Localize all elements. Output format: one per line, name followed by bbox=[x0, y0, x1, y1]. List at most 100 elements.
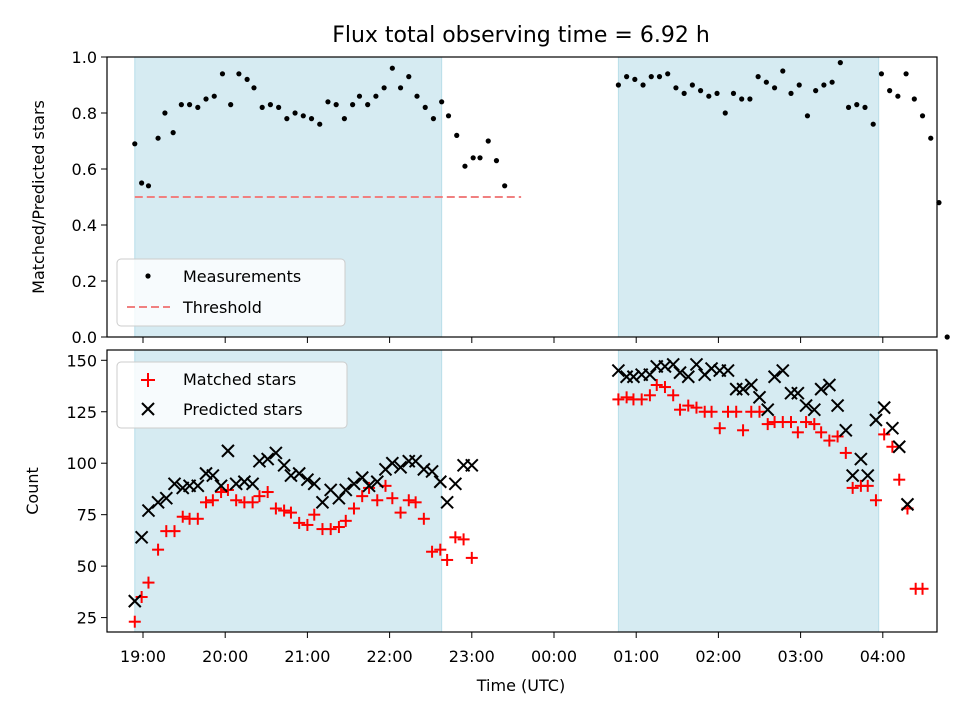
top-y-tick-label: 0.2 bbox=[72, 272, 97, 291]
predicted-star-point bbox=[744, 378, 758, 392]
measurement-point bbox=[911, 96, 917, 102]
matched-star-point bbox=[246, 496, 259, 509]
measurement-point bbox=[763, 79, 769, 85]
matched-star-point bbox=[386, 492, 399, 505]
matched-star-point bbox=[191, 512, 204, 525]
legend-matched-marker bbox=[141, 373, 155, 387]
measurement-point bbox=[681, 90, 687, 96]
measurement-point bbox=[244, 76, 250, 82]
predicted-star-point bbox=[206, 468, 220, 483]
predicted-star-point bbox=[151, 495, 165, 510]
measurement-point bbox=[739, 96, 745, 102]
predicted-star-point bbox=[658, 359, 672, 374]
matched-star-point bbox=[253, 490, 266, 503]
predicted-star-point bbox=[830, 398, 845, 413]
measurement-point bbox=[333, 102, 339, 108]
predicted-star-point bbox=[689, 357, 704, 372]
predicted-star-point bbox=[681, 370, 695, 384]
measurement-point bbox=[887, 88, 893, 94]
measurement-point bbox=[389, 65, 395, 71]
measurement-point bbox=[755, 74, 761, 80]
measurement-point bbox=[317, 121, 323, 127]
matched-star-point bbox=[893, 473, 906, 486]
matched-star-point bbox=[457, 533, 470, 546]
measurement-point bbox=[919, 113, 926, 119]
matched-star-point bbox=[839, 446, 852, 459]
measurement-point bbox=[648, 74, 654, 80]
matched-star-point bbox=[332, 521, 345, 534]
top-x-ticks bbox=[142, 337, 884, 343]
measurement-point bbox=[895, 93, 901, 99]
matched-star-point bbox=[347, 502, 360, 515]
measurement-point bbox=[251, 85, 257, 91]
matched-star-point bbox=[200, 496, 213, 509]
matched-star-point bbox=[128, 615, 141, 628]
matched-star-point bbox=[861, 479, 874, 492]
measurement-point bbox=[422, 104, 428, 110]
predicted-star-point bbox=[393, 460, 408, 475]
matched-star-point bbox=[206, 494, 219, 507]
matched-star-point bbox=[278, 504, 291, 517]
top-points bbox=[132, 60, 950, 340]
predicted-star-point bbox=[767, 370, 782, 384]
predicted-star-point bbox=[861, 468, 875, 483]
measurement-point bbox=[145, 183, 152, 189]
matched-star-point bbox=[869, 494, 882, 507]
matched-star-point bbox=[339, 514, 352, 527]
matched-star-point bbox=[308, 508, 321, 521]
matched-star-point bbox=[620, 391, 633, 404]
measurement-point bbox=[155, 135, 161, 141]
measurement-point bbox=[673, 85, 679, 91]
legend-threshold-label: Threshold bbox=[182, 298, 262, 317]
matched-star-point bbox=[441, 553, 454, 566]
top-axes-frame bbox=[106, 56, 938, 338]
predicted-star-point bbox=[277, 458, 291, 472]
measurement-point bbox=[228, 102, 234, 108]
bottom-y-tick-label: 50 bbox=[77, 557, 97, 576]
predicted-star-point bbox=[269, 446, 283, 460]
measurement-point bbox=[788, 90, 794, 96]
measurement-point bbox=[862, 104, 868, 110]
measurement-point bbox=[722, 110, 728, 116]
matched-star-point bbox=[230, 494, 243, 507]
predicted-star-point bbox=[814, 382, 828, 396]
predicted-star-point bbox=[626, 370, 641, 384]
predicted-star-point bbox=[791, 386, 805, 400]
measurement-point bbox=[747, 96, 753, 102]
bottom-y-ticks: 25 50 75 100 125 150 bbox=[66, 351, 107, 628]
matched-star-point bbox=[449, 531, 462, 544]
matched-star-point bbox=[635, 393, 648, 406]
x-tick-label: 01:00 bbox=[613, 647, 659, 666]
measurement-point bbox=[903, 71, 909, 77]
top-y-tick-label: 0.8 bbox=[72, 104, 97, 123]
matched-star-point bbox=[800, 416, 813, 429]
predicted-star-point bbox=[339, 483, 353, 497]
predicted-star-point bbox=[704, 361, 719, 376]
matched-star-point bbox=[667, 389, 680, 402]
chart-title: Flux total observing time = 6.92 h bbox=[332, 23, 710, 48]
measurement-point bbox=[162, 110, 168, 116]
predicted-star-point bbox=[752, 390, 767, 405]
legend-measurements-marker bbox=[145, 273, 151, 279]
matched-star-point bbox=[293, 516, 306, 529]
matched-star-point bbox=[643, 389, 656, 402]
predicted-star-point bbox=[799, 398, 813, 413]
predicted-star-point bbox=[134, 530, 149, 545]
x-tick-label: 23:00 bbox=[449, 647, 495, 666]
measurement-point bbox=[936, 200, 942, 206]
x-tick-label: 04:00 bbox=[860, 647, 906, 666]
measurement-point bbox=[665, 71, 671, 77]
predicted-star-point bbox=[869, 413, 883, 427]
predicted-star-point bbox=[433, 475, 447, 489]
matched-star-point bbox=[465, 551, 478, 564]
bottom-panel: 25 50 75 100 125 150 19:00 20:00 21:00 22:00 23:0… bbox=[23, 349, 938, 695]
bottom-legend: Matched stars Predicted stars bbox=[116, 361, 348, 429]
matched-star-point bbox=[261, 486, 274, 499]
predicted-star-point bbox=[892, 440, 906, 454]
measurement-point bbox=[203, 96, 209, 102]
matched-star-point bbox=[690, 401, 703, 414]
predicted-star-point bbox=[839, 423, 853, 437]
top-y-ticks: 0.0 0.2 0.4 0.6 0.8 1.0 bbox=[72, 48, 107, 347]
predicted-star-point bbox=[417, 462, 431, 477]
legend-matched-label: Matched stars bbox=[183, 370, 296, 389]
